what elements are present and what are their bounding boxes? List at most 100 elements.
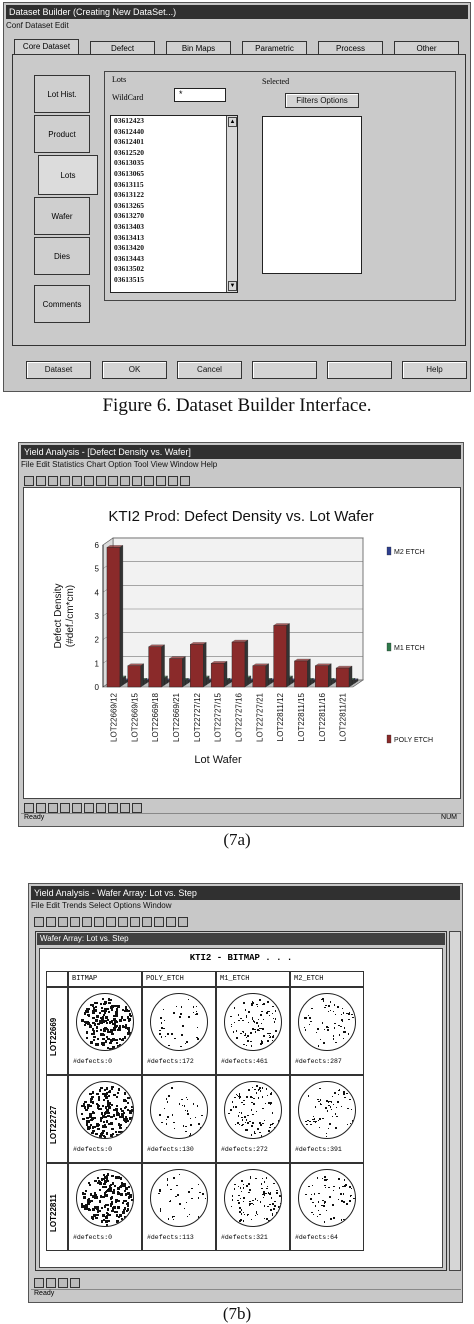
- wafer-map[interactable]: [224, 993, 282, 1051]
- right-scrollbar[interactable]: [449, 931, 461, 1271]
- pencil-icon[interactable]: [24, 802, 34, 813]
- wafer-map[interactable]: [298, 993, 356, 1051]
- new-icon[interactable]: [24, 475, 34, 486]
- lot-list-item[interactable]: 03613065: [114, 168, 144, 178]
- zoom-icon[interactable]: [118, 916, 128, 927]
- filters-options-button[interactable]: Filters Options: [285, 93, 359, 108]
- wafer-cell[interactable]: #defects:287: [290, 987, 364, 1075]
- cancel-button[interactable]: Cancel: [177, 361, 242, 379]
- settings-icon[interactable]: [156, 475, 166, 486]
- font-icon[interactable]: [132, 802, 142, 813]
- wafer-map[interactable]: [150, 993, 208, 1051]
- bar-chart-icon[interactable]: [36, 802, 46, 813]
- wafer-cell[interactable]: #defects:0: [68, 987, 142, 1075]
- bottom-button-4[interactable]: [252, 361, 317, 379]
- grid-icon[interactable]: [168, 475, 178, 486]
- open-icon[interactable]: [46, 916, 56, 927]
- wafer-cell[interactable]: #defects:391: [290, 1075, 364, 1163]
- legend-icon[interactable]: [96, 802, 106, 813]
- table-icon[interactable]: [132, 475, 142, 486]
- wafer-cell[interactable]: #defects:461: [216, 987, 290, 1075]
- save-icon[interactable]: [58, 916, 68, 927]
- menu-bar-7a[interactable]: File Edit Statistics Chart Option Tool V…: [21, 460, 218, 469]
- new-icon[interactable]: [34, 916, 44, 927]
- tab-defect[interactable]: Defect: [90, 41, 155, 54]
- lot-list-item[interactable]: 03613413: [114, 232, 144, 242]
- help-button[interactable]: Help: [402, 361, 467, 379]
- tab-core-dataset[interactable]: Core Dataset: [14, 39, 79, 54]
- area-icon[interactable]: [84, 802, 94, 813]
- lot-list-item[interactable]: 03613270: [114, 211, 144, 221]
- pie-chart-icon[interactable]: [60, 802, 70, 813]
- text-tool-2-icon[interactable]: [58, 1277, 68, 1288]
- tab-other[interactable]: Other: [394, 41, 459, 54]
- list-scrollbar[interactable]: ▲ ▼: [226, 116, 237, 292]
- menu-bar-7b[interactable]: File Edit Trends Select Options Window: [31, 901, 172, 910]
- wafer-map[interactable]: [150, 1081, 208, 1139]
- wafer-map[interactable]: [224, 1081, 282, 1139]
- scroll-up-arrow-icon[interactable]: ▲: [228, 117, 237, 127]
- scroll-down-arrow-icon[interactable]: ▼: [228, 281, 237, 291]
- color-icon[interactable]: [120, 802, 130, 813]
- settings-icon[interactable]: [166, 916, 176, 927]
- help-icon[interactable]: [180, 475, 190, 486]
- tab-process[interactable]: Process: [318, 41, 383, 54]
- wafer-map[interactable]: [76, 1081, 134, 1139]
- paste-icon[interactable]: [84, 475, 94, 486]
- scatter-icon[interactable]: [72, 802, 82, 813]
- wafer-cell[interactable]: #defects:0: [68, 1075, 142, 1163]
- wafer-map[interactable]: [298, 1169, 356, 1227]
- filter-icon[interactable]: [144, 475, 154, 486]
- side-tab-wafer[interactable]: Wafer: [34, 197, 90, 235]
- wafer-cell[interactable]: #defects:272: [216, 1075, 290, 1163]
- wafer-cell[interactable]: #defects:172: [142, 987, 216, 1075]
- wildcard-input[interactable]: *: [174, 88, 226, 102]
- lot-list-item[interactable]: 03612401: [114, 137, 144, 147]
- lot-list-item[interactable]: 03612423: [114, 116, 144, 125]
- lot-list-item[interactable]: 03613420: [114, 243, 144, 253]
- chart-icon[interactable]: [108, 475, 118, 486]
- zoom-icon[interactable]: [120, 475, 130, 486]
- lots-listbox[interactable]: 03612423 03612440 03612401 03612520 03613035…: [110, 115, 238, 293]
- grid-icon[interactable]: [142, 916, 152, 927]
- wafer-cell[interactable]: #defects:321: [216, 1163, 290, 1251]
- bottom-button-5[interactable]: [327, 361, 392, 379]
- copy-icon[interactable]: [82, 916, 92, 927]
- lot-list-item[interactable]: 03613403: [114, 221, 144, 231]
- paste-icon[interactable]: [94, 916, 104, 927]
- wafer-map[interactable]: [298, 1081, 356, 1139]
- lot-list-item[interactable]: 03613443: [114, 253, 144, 263]
- wafer-cell[interactable]: #defects:64: [290, 1163, 364, 1251]
- lot-list-item[interactable]: 03613115: [114, 179, 144, 189]
- side-tab-product[interactable]: Product: [34, 115, 90, 153]
- tab-parametric[interactable]: Parametric: [242, 41, 307, 54]
- print-icon[interactable]: [96, 475, 106, 486]
- lot-list-item[interactable]: 03613035: [114, 158, 144, 168]
- wafer-map[interactable]: [224, 1169, 282, 1227]
- tab-bin-maps[interactable]: Bin Maps: [166, 41, 231, 54]
- lot-list-item[interactable]: 03613265: [114, 200, 144, 210]
- chart-icon[interactable]: [130, 916, 140, 927]
- lot-list-item[interactable]: 03613502: [114, 264, 144, 274]
- print-icon[interactable]: [106, 916, 116, 927]
- side-tab-dies[interactable]: Dies: [34, 237, 90, 275]
- help-icon[interactable]: [178, 916, 188, 927]
- copy-icon[interactable]: [72, 475, 82, 486]
- text-tool-icon[interactable]: [46, 1277, 56, 1288]
- selected-listbox[interactable]: [262, 116, 362, 274]
- side-tab-lots[interactable]: Lots: [38, 155, 98, 195]
- wafer-map[interactable]: [150, 1169, 208, 1227]
- line-chart-icon[interactable]: [48, 802, 58, 813]
- side-tab-lot-hist[interactable]: Lot Hist.: [34, 75, 90, 113]
- open-icon[interactable]: [36, 475, 46, 486]
- wafer-cell[interactable]: #defects:130: [142, 1075, 216, 1163]
- menu-bar[interactable]: Conf Dataset Edit: [6, 21, 69, 30]
- axis-icon[interactable]: [108, 802, 118, 813]
- cut-icon[interactable]: [70, 916, 80, 927]
- wafer-cell[interactable]: #defects:113: [142, 1163, 216, 1251]
- filter-icon[interactable]: [154, 916, 164, 927]
- lot-list-item[interactable]: 03613515: [114, 274, 144, 284]
- cut-icon[interactable]: [60, 475, 70, 486]
- ok-button[interactable]: OK: [102, 361, 167, 379]
- lot-list-item[interactable]: 03612440: [114, 126, 144, 136]
